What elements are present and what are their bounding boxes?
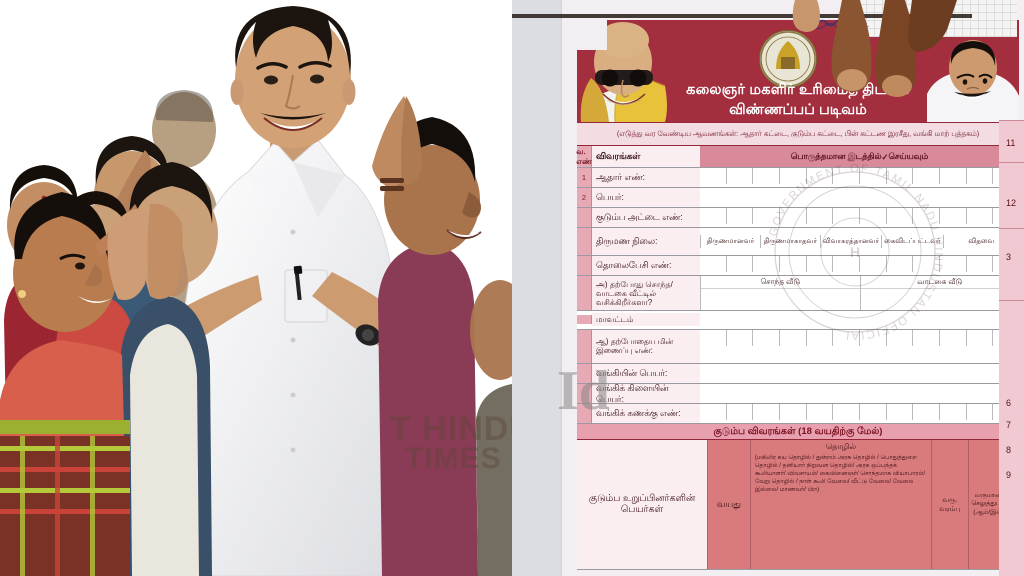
svg-text:TIMES: TIMES <box>405 442 502 475</box>
